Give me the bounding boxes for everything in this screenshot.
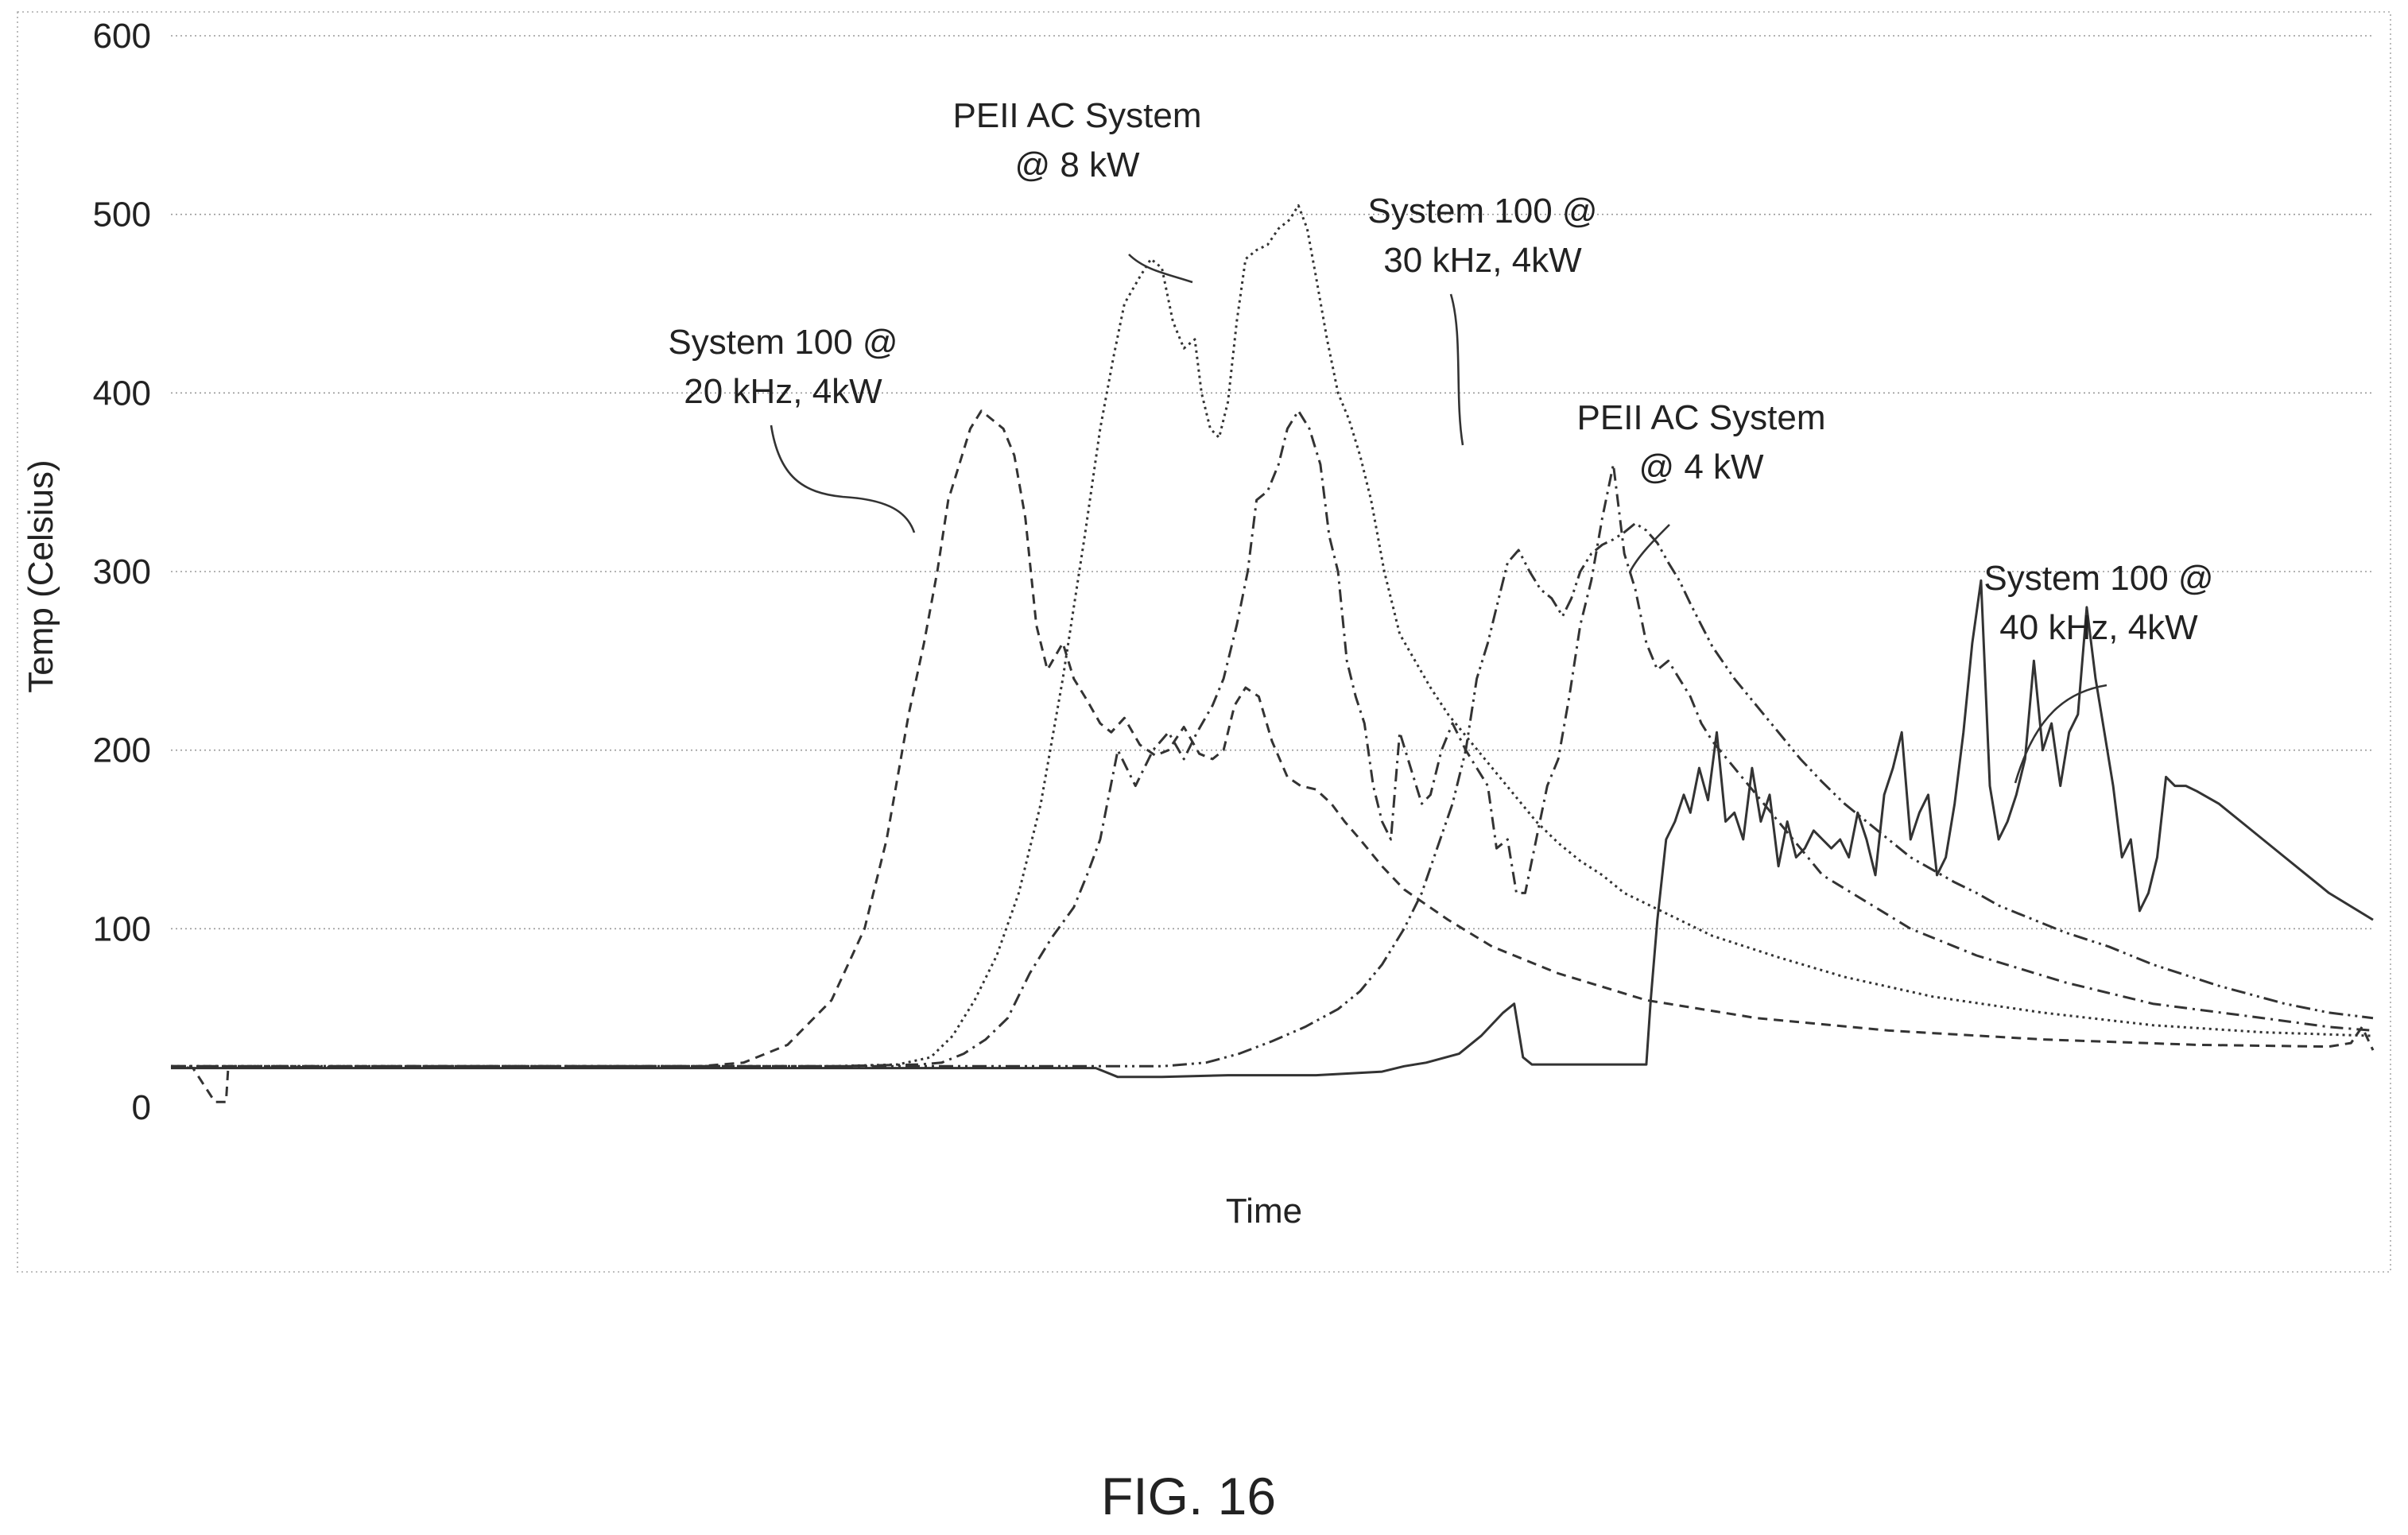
y-tick-label: 0	[132, 1088, 151, 1127]
annotations: System 100 @20 kHz, 4kW PEII AC System @ 8…	[668, 96, 2213, 647]
y-axis-ticks: 0 100 200 300 400 500 600	[93, 17, 151, 1127]
annotation-2: PEII AC System @ 8 kW	[953, 96, 1202, 184]
y-tick-label: 100	[93, 909, 151, 948]
annotation-leaders	[770, 254, 2107, 784]
y-tick-label: 400	[93, 374, 151, 413]
x-axis-title: Time	[1226, 1192, 1302, 1231]
figure-caption: FIG. 16	[1101, 1467, 1276, 1525]
annotation-4: PEII AC System @ 4 kW	[1577, 398, 1826, 486]
chart-frame	[17, 11, 2391, 1273]
series-line-3	[171, 409, 2374, 1068]
annotation-5: System 100 @40 kHz, 4kW	[1983, 559, 2213, 647]
y-tick-label: 600	[93, 17, 151, 56]
leader-line-2	[1128, 254, 1193, 284]
y-tick-label: 200	[93, 731, 151, 770]
leader-line-5	[2014, 684, 2107, 784]
leader-line-3	[1449, 293, 1464, 446]
series-line-4	[171, 521, 2374, 1068]
y-axis-title: Temp (Celsius)	[21, 459, 60, 692]
annotation-3: System 100 @30 kHz, 4kW	[1367, 192, 1597, 280]
series-lines	[170, 204, 2375, 1103]
y-tick-label: 500	[93, 196, 151, 235]
leader-line-4	[1628, 524, 1670, 573]
series-line-1	[170, 409, 2375, 1103]
series-line-5	[171, 579, 2374, 1079]
series-line-2	[171, 204, 2374, 1068]
annotation-1: System 100 @20 kHz, 4kW	[668, 323, 898, 411]
leader-line-1	[770, 424, 916, 533]
y-tick-label: 300	[93, 552, 151, 591]
